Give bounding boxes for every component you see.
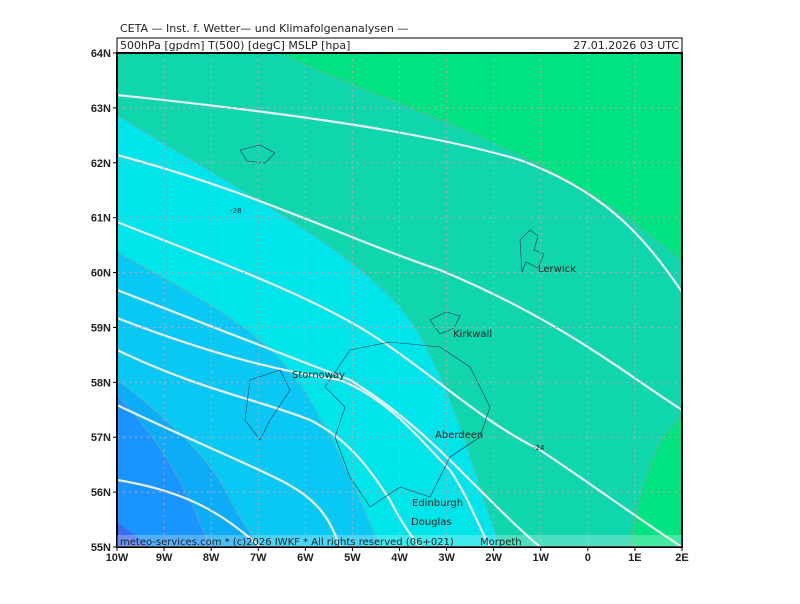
lon-label: 3W [438,552,455,564]
lon-label: 7W [250,552,267,564]
lon-label: 9W [156,552,173,564]
place-name: Stornoway [292,370,345,381]
lat-label: 59N [91,322,111,334]
place-name: Aberdeen [435,430,483,441]
contour-label: -28 [230,207,241,215]
lon-label: 0 [585,552,591,564]
lon-label: 2W [485,552,502,564]
lat-label: 61N [91,213,111,225]
lat-label: 63N [91,103,111,115]
place-name: Edinburgh [412,498,463,509]
band [117,522,150,547]
lon-label: 8W [203,552,220,564]
lat-label: 60N [91,268,111,280]
footer-strip [117,535,682,547]
lon-label: 4W [391,552,408,564]
lat-label: 55N [91,542,111,554]
header-fields: 500hPa [gpdm] T(500) [degC] MSLP [hpa] [120,39,350,52]
lon-label: 1E [628,552,641,564]
lat-label: 58N [91,377,111,389]
header-title: CETA — Inst. f. Wetter— und Klimafolgena… [120,22,408,35]
lon-label: 6W [297,552,314,564]
isobars [117,93,682,547]
lat-label: 56N [91,487,111,499]
lon-label: 2E [675,552,688,564]
valid-time: 27.01.2026 03 UTC [573,39,679,52]
contour-label: -24 [533,444,545,452]
place-name: Douglas [411,517,452,528]
labels: Lerwick Kirkwall Stornoway Aberdeen Edinburg… [230,207,576,548]
graticule [117,53,682,547]
coastline [239,144,545,508]
place-name: Kirkwall [453,329,492,340]
lat-label: 62N [91,158,111,170]
lon-label: 10W [106,552,129,564]
lon-label: 5W [344,552,361,564]
lat-label: 64N [91,48,111,60]
place-name: Lerwick [538,264,576,275]
band [279,53,682,263]
place-name: Morpeth [480,537,522,548]
lat-label: 57N [91,432,111,444]
header-box [116,37,683,54]
field [117,53,682,547]
lon-label: 1W [533,552,550,564]
footer: meteo-services.com * (c)2026 IWKF * All … [120,537,454,548]
